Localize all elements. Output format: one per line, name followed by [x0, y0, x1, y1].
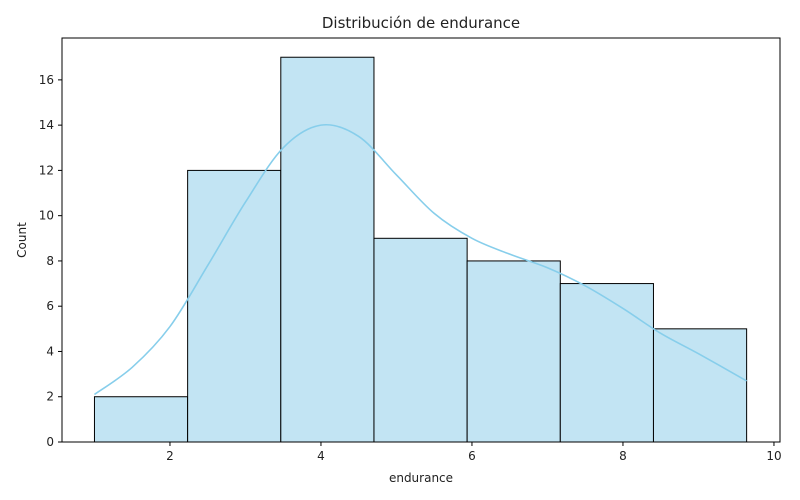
y-axis-label: Count: [15, 222, 29, 258]
histogram-bar-5: [466, 260, 561, 443]
y-tick-label-6: 6: [46, 299, 54, 313]
x-tick-label-2: 2: [166, 449, 174, 463]
histogram-bar-3: [280, 56, 375, 443]
histogram-bar-1: [93, 396, 189, 443]
x-tick-label-6: 6: [468, 449, 476, 463]
y-tick-label-16: 16: [39, 73, 54, 87]
y-tick-label-12: 12: [39, 163, 54, 177]
y-tick-label-2: 2: [46, 390, 54, 404]
y-tick-label-8: 8: [46, 254, 54, 268]
chart-title: Distribución de endurance: [322, 14, 520, 32]
x-axis-label: endurance: [389, 471, 453, 485]
x-tick-label-10: 10: [766, 449, 781, 463]
histogram-bar-7: [652, 328, 748, 443]
x-tick-label-4: 4: [317, 449, 325, 463]
axes-layer: 2 4 6 8 10 0 2 4 6 8 10 12 14 16: [39, 37, 782, 463]
histogram-bar-2: [187, 169, 282, 443]
kde-layer: [93, 123, 748, 396]
y-tick-label-14: 14: [39, 118, 54, 132]
histogram-bar-4: [373, 237, 468, 443]
kde-curve: [93, 123, 748, 396]
x-tick-label-8: 8: [619, 449, 627, 463]
y-tick-label-4: 4: [46, 344, 54, 358]
histogram-bar-6: [559, 283, 654, 443]
bars-layer: [93, 56, 748, 443]
plot-frame: [61, 37, 781, 443]
y-tick-label-0: 0: [46, 435, 54, 449]
y-tick-label-10: 10: [39, 209, 54, 223]
